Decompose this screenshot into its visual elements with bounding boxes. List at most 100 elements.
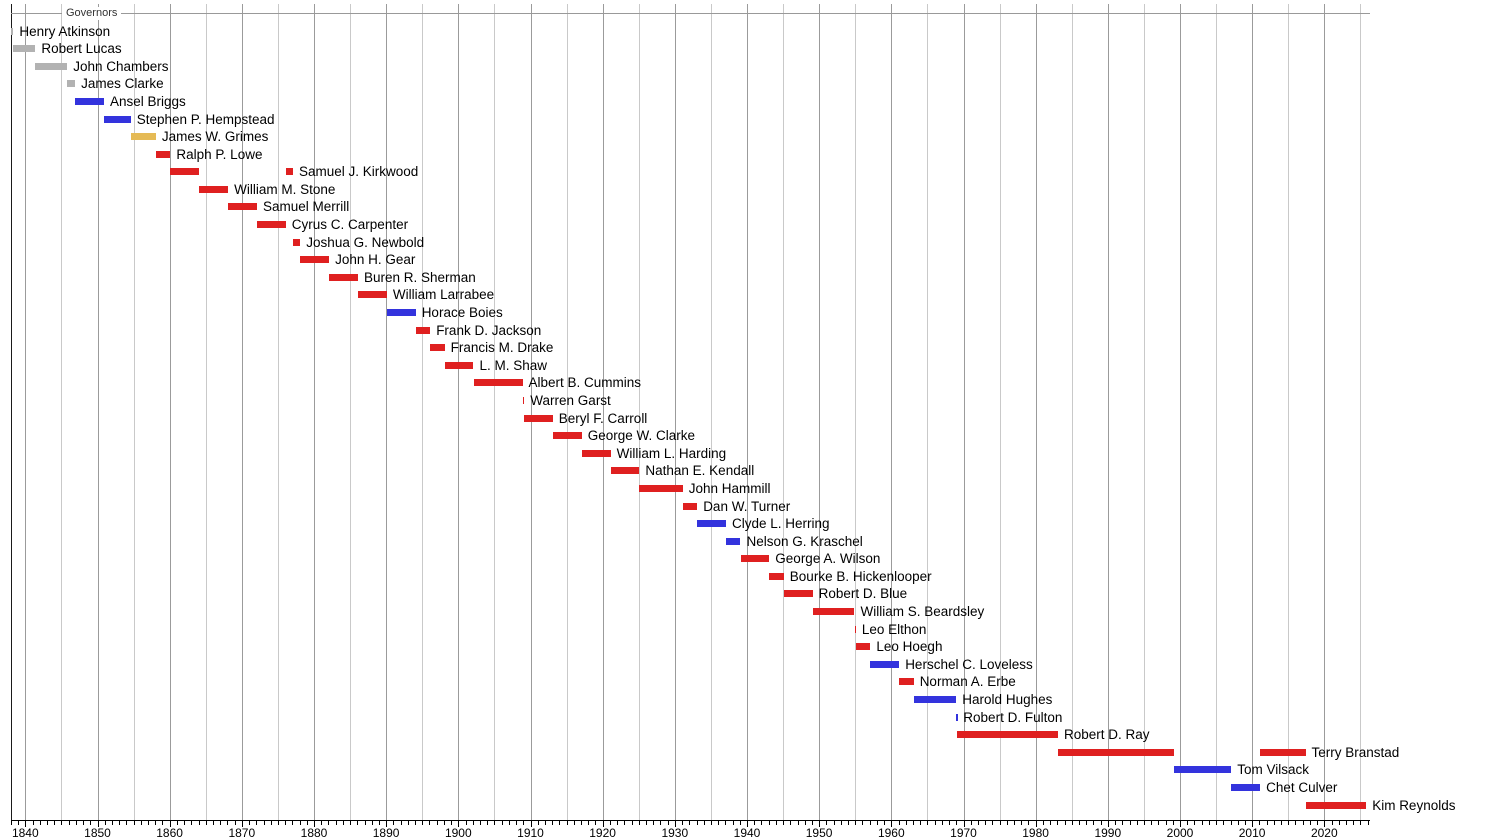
- term-bar: [35, 62, 68, 70]
- axis-tick-year: [328, 821, 330, 825]
- axis-tick-year: [400, 821, 402, 825]
- governor-name-label: Horace Boies: [421, 305, 503, 320]
- term-bar: [524, 414, 553, 422]
- gridline-decade: [1107, 4, 1109, 820]
- gridline-decade: [891, 4, 893, 820]
- axis-tick-year: [1057, 821, 1059, 825]
- axis-tick-decade: [1035, 821, 1037, 827]
- governor-name-label: Clyde L. Herring: [732, 516, 830, 531]
- axis-tick-decade: [819, 821, 821, 827]
- axis-tick-year: [544, 821, 546, 825]
- gridline-decade: [963, 4, 965, 820]
- governor-name-label: Terry Branstad: [1311, 744, 1400, 760]
- axis-tick-year: [220, 821, 222, 825]
- axis-tick-year: [826, 821, 828, 825]
- axis-tick-year: [1151, 821, 1153, 825]
- axis-tick-year: [523, 821, 525, 825]
- axis-tick-year: [1367, 821, 1369, 825]
- x-axis-year-label: 1850: [84, 826, 111, 840]
- term-bar: [300, 256, 330, 264]
- gridline-minor: [783, 4, 785, 820]
- governor-name-label: Beryl F. Carroll: [558, 410, 648, 426]
- axis-tick-year: [429, 821, 431, 825]
- axis-tick-year: [1064, 821, 1066, 825]
- governor-name-label: Samuel J. Kirkwood: [299, 164, 419, 180]
- gridline-decade: [169, 4, 171, 820]
- term-bar: [697, 520, 727, 527]
- term-bar: [285, 168, 293, 176]
- governor-name-label: William M. Stone: [234, 181, 336, 197]
- axis-tick-year: [552, 821, 554, 825]
- axis-tick-decade: [1324, 821, 1326, 827]
- axis-tick-year: [956, 821, 958, 825]
- axis-tick-decade: [25, 821, 27, 827]
- gridline-decade: [1252, 4, 1254, 820]
- governor-name-label: Robert D. Blue: [818, 586, 908, 602]
- x-axis-year-label: 1930: [661, 826, 689, 840]
- term-bar: [740, 555, 770, 563]
- term-bar: [581, 449, 611, 457]
- axis-tick-year: [537, 821, 539, 825]
- term-bar: [104, 115, 131, 123]
- axis-tick-year: [1331, 821, 1333, 825]
- gridline-decade: [314, 4, 315, 820]
- axis-tick-year: [480, 821, 481, 825]
- axis-tick-year: [1042, 821, 1044, 825]
- axis-tick-year: [869, 821, 871, 825]
- term-bar: [358, 291, 387, 299]
- axis-tick-year: [811, 821, 813, 825]
- axis-tick-decade: [97, 821, 99, 827]
- axis-tick-decade: [674, 821, 676, 827]
- x-axis-year-label: 2000: [1166, 826, 1194, 840]
- axis-tick-year: [884, 821, 886, 825]
- axis-tick-year: [1288, 821, 1290, 825]
- axis-tick-year: [985, 821, 987, 825]
- axis-tick-year: [1136, 821, 1138, 825]
- axis-tick-year: [342, 821, 344, 825]
- axis-tick-year: [898, 821, 900, 825]
- axis-tick-year: [1317, 821, 1319, 825]
- gridline-minor: [1143, 4, 1145, 820]
- axis-tick-year: [1014, 821, 1015, 825]
- axis-tick-year: [1158, 821, 1160, 825]
- axis-tick-year: [47, 821, 48, 825]
- governor-name-label: Leo Elthon: [861, 621, 927, 637]
- x-axis-year-label: 2010: [1238, 826, 1266, 840]
- axis-tick-year: [212, 821, 214, 825]
- axis-tick-year: [653, 821, 655, 825]
- governor-name-label: George A. Wilson: [775, 551, 881, 567]
- axis-tick-year: [638, 821, 640, 825]
- governor-name-label: Frank D. Jackson: [436, 322, 542, 338]
- axis-tick-year: [39, 821, 41, 825]
- axis-tick-year: [768, 821, 770, 825]
- left-axis-line: [10, 4, 12, 820]
- axis-tick-year: [378, 821, 380, 825]
- gridline-minor: [566, 4, 568, 820]
- x-axis-year-label: 1950: [805, 826, 833, 840]
- axis-tick-year: [75, 821, 77, 825]
- gridline-decade: [1324, 4, 1326, 820]
- term-bar: [610, 467, 640, 475]
- term-bar: [855, 643, 871, 651]
- term-bar: [854, 625, 856, 633]
- term-bar: [783, 590, 813, 598]
- axis-tick-year: [876, 821, 878, 825]
- term-bar: [257, 221, 286, 228]
- axis-tick-year: [1071, 821, 1073, 825]
- term-bar: [155, 150, 171, 158]
- governor-name-label: Cyrus C. Carpenter: [291, 217, 409, 232]
- axis-tick-year: [306, 821, 308, 825]
- governor-name-label: James Clarke: [81, 76, 164, 92]
- axis-tick-year: [407, 821, 409, 825]
- axis-tick-year: [1122, 821, 1124, 825]
- axis-tick-year: [862, 821, 864, 825]
- axis-tick-year: [184, 821, 186, 825]
- gridline-minor: [638, 4, 640, 820]
- axis-tick-year: [682, 821, 683, 825]
- axis-tick-year: [1273, 821, 1275, 825]
- governor-name-label: Henry Atkinson: [19, 23, 111, 39]
- x-axis-year-label: 1860: [156, 826, 183, 840]
- gridline-minor: [1071, 4, 1073, 820]
- governor-name-label: Leo Hoegh: [876, 639, 943, 655]
- axis-tick-year: [783, 821, 785, 825]
